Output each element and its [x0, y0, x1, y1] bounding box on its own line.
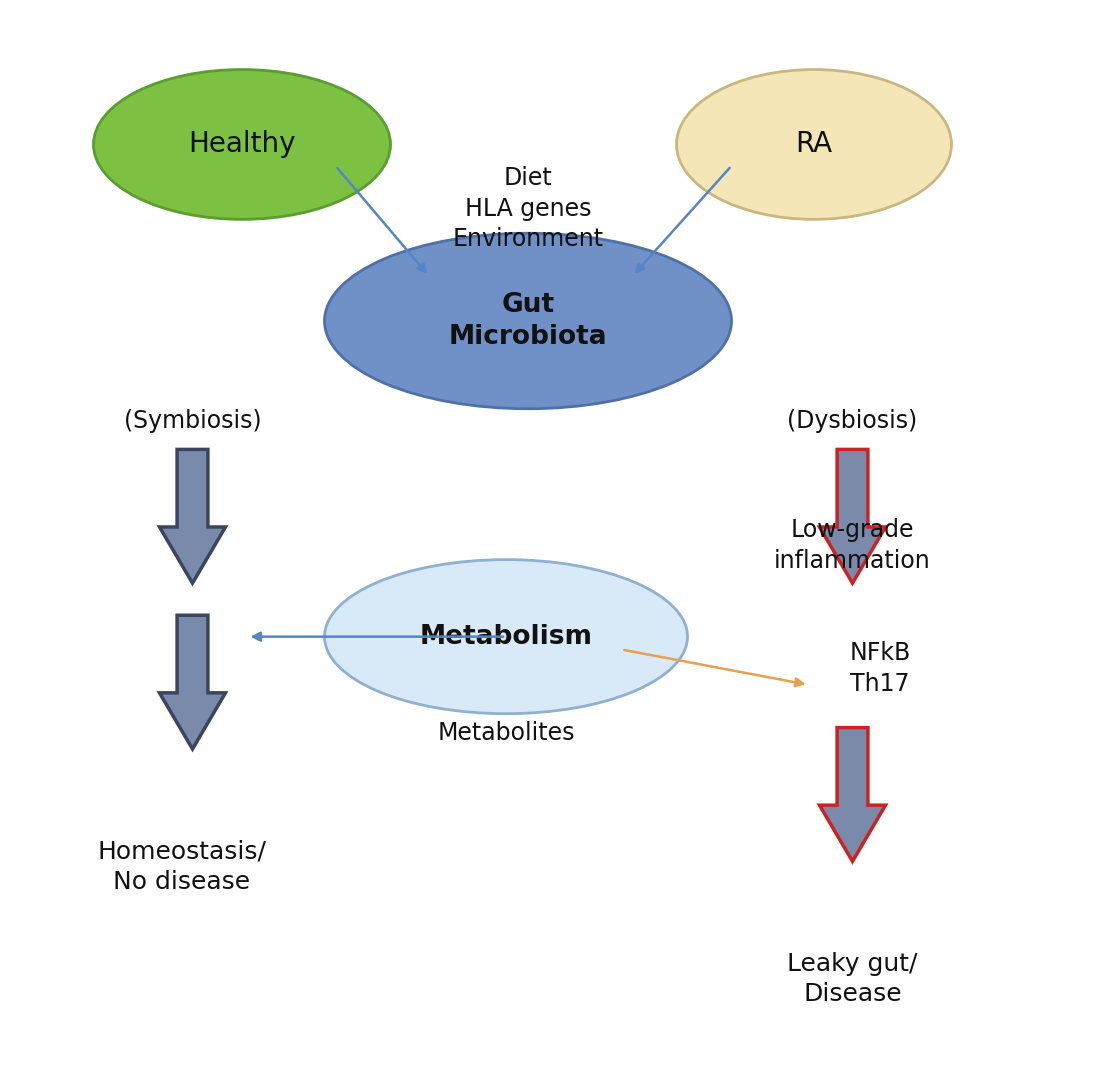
Ellipse shape	[324, 233, 732, 409]
Text: Diet
HLA genes
Environment: Diet HLA genes Environment	[452, 166, 604, 251]
Polygon shape	[160, 615, 226, 749]
Polygon shape	[820, 449, 886, 583]
Text: Healthy: Healthy	[188, 131, 296, 158]
Polygon shape	[820, 728, 886, 861]
Text: RA: RA	[795, 131, 833, 158]
Text: (Symbiosis): (Symbiosis)	[123, 409, 262, 432]
Text: Metabolism: Metabolism	[419, 624, 593, 649]
Text: Gut
Microbiota: Gut Microbiota	[449, 292, 607, 350]
Text: Homeostasis/
No disease: Homeostasis/ No disease	[97, 839, 266, 895]
Ellipse shape	[676, 70, 952, 219]
Text: (Dysbiosis): (Dysbiosis)	[788, 409, 917, 432]
Text: NFkB
Th17: NFkB Th17	[849, 641, 911, 697]
Text: Leaky gut/
Disease: Leaky gut/ Disease	[788, 951, 917, 1007]
Ellipse shape	[94, 70, 390, 219]
Polygon shape	[160, 449, 226, 583]
Text: Metabolites: Metabolites	[438, 721, 574, 745]
Ellipse shape	[324, 560, 688, 714]
Text: Low-grade
inflammation: Low-grade inflammation	[774, 518, 931, 574]
